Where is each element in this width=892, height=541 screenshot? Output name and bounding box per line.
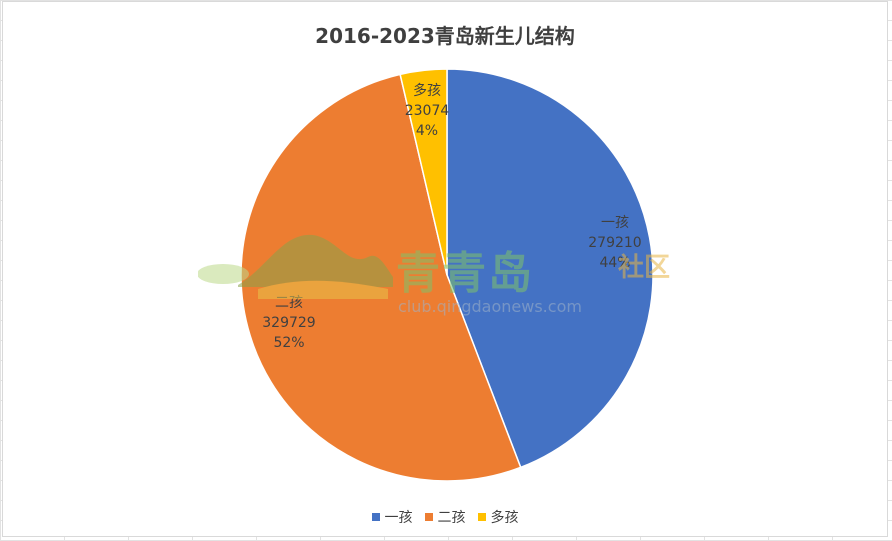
slice-label-value: 279210 bbox=[588, 235, 641, 251]
slice-label-percent: 52% bbox=[273, 335, 304, 351]
legend-label: 多孩 bbox=[490, 510, 519, 526]
legend-swatch bbox=[424, 513, 433, 521]
pie-plot: 一孩 279210 44% 二孩 329729 52% 多孩 23074 4% bbox=[240, 68, 654, 482]
legend-swatch bbox=[477, 513, 486, 521]
legend-item[interactable]: 多孩 bbox=[477, 507, 519, 527]
slice-label-percent: 4% bbox=[416, 123, 438, 139]
slice-label-name: 一孩 bbox=[601, 215, 629, 231]
slice-label-value: 329729 bbox=[262, 315, 315, 331]
slice-label-name: 二孩 bbox=[275, 295, 303, 311]
slice-label-value: 23074 bbox=[405, 103, 450, 119]
slice-label-percent: 44% bbox=[599, 255, 630, 271]
chart-title: 2016-2023青岛新生儿结构 bbox=[315, 24, 575, 48]
legend-label: 一孩 bbox=[384, 510, 413, 526]
chart-legend: 一孩 二孩 多孩 bbox=[3, 507, 887, 527]
pie-slice-3[interactable] bbox=[399, 68, 448, 276]
legend-item[interactable]: 一孩 bbox=[371, 507, 413, 527]
legend-swatch bbox=[371, 513, 380, 521]
slice-label-name: 多孩 bbox=[413, 82, 441, 99]
legend-item[interactable]: 二孩 bbox=[424, 507, 466, 527]
pie-slice-1[interactable] bbox=[446, 68, 654, 469]
legend-label: 二孩 bbox=[437, 510, 466, 526]
